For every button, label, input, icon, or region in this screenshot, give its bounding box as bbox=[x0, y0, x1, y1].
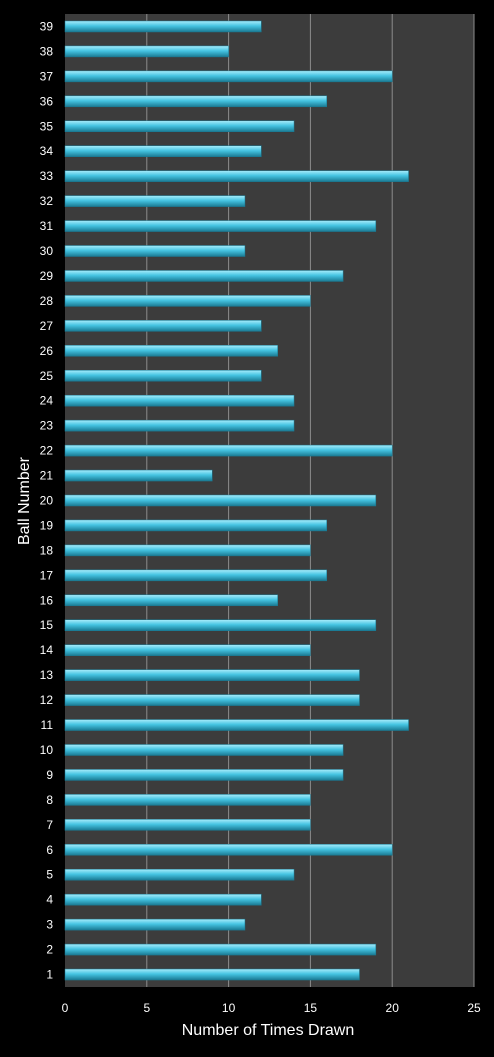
y-tick-label: 8 bbox=[46, 793, 53, 807]
bar-ball-33 bbox=[64, 170, 409, 182]
y-tick-label: 29 bbox=[40, 269, 54, 283]
y-tick-label: 12 bbox=[40, 693, 54, 707]
x-tick-label: 10 bbox=[222, 1001, 236, 1015]
bar-ball-17 bbox=[64, 569, 328, 582]
bar-ball-24 bbox=[64, 394, 295, 407]
bar-ball-29 bbox=[64, 270, 344, 282]
y-tick-label: 39 bbox=[40, 19, 54, 33]
y-tick-label: 11 bbox=[41, 718, 54, 732]
y-tick-label: 2 bbox=[46, 943, 53, 957]
bar-ball-18 bbox=[64, 544, 311, 557]
y-tick-label: 37 bbox=[40, 69, 54, 83]
bar-ball-25 bbox=[64, 370, 262, 382]
y-tick-label: 32 bbox=[40, 194, 54, 208]
bar-ball-3 bbox=[64, 918, 246, 931]
x-tick-label: 5 bbox=[143, 1001, 150, 1015]
y-tick-label: 9 bbox=[46, 768, 53, 782]
bar-ball-27 bbox=[64, 320, 262, 332]
y-tick-label: 34 bbox=[40, 144, 54, 158]
y-tick-label: 21 bbox=[40, 469, 54, 483]
y-tick-label: 19 bbox=[40, 518, 54, 532]
x-axis-tick-labels: 0 5 10 15 20 25 bbox=[62, 1001, 481, 1015]
bar-ball-35 bbox=[64, 120, 295, 133]
bar-ball-38 bbox=[64, 45, 229, 58]
bar-ball-1 bbox=[64, 968, 360, 981]
y-tick-label: 26 bbox=[40, 344, 54, 358]
bar-ball-12 bbox=[64, 694, 360, 706]
y-tick-label: 31 bbox=[40, 219, 54, 233]
y-tick-label: 33 bbox=[40, 169, 54, 183]
y-tick-label: 1 bbox=[46, 968, 53, 982]
bar-ball-21 bbox=[64, 469, 213, 482]
bar-ball-6 bbox=[64, 844, 393, 856]
x-axis-title: Number of Times Drawn bbox=[182, 1022, 355, 1039]
y-tick-label: 38 bbox=[40, 44, 54, 58]
bar-ball-26 bbox=[64, 345, 278, 357]
bar-ball-16 bbox=[64, 594, 278, 607]
x-tick-label: 25 bbox=[467, 1001, 481, 1015]
y-tick-label: 4 bbox=[46, 893, 53, 907]
y-tick-label: 22 bbox=[40, 444, 54, 458]
x-tick-label: 20 bbox=[386, 1001, 400, 1015]
y-tick-label: 7 bbox=[46, 818, 53, 832]
y-tick-label: 24 bbox=[40, 394, 54, 408]
bar-ball-37 bbox=[64, 70, 393, 83]
bar-ball-10 bbox=[64, 744, 344, 756]
y-tick-label: 27 bbox=[40, 319, 54, 333]
bar-ball-7 bbox=[64, 819, 311, 831]
x-tick-label: 0 bbox=[62, 1001, 69, 1015]
bar-ball-2 bbox=[64, 943, 377, 956]
x-tick-label: 15 bbox=[304, 1001, 318, 1015]
bar-ball-14 bbox=[64, 644, 311, 656]
y-tick-label: 14 bbox=[40, 643, 54, 657]
y-tick-label: 6 bbox=[46, 843, 53, 857]
bar-ball-36 bbox=[64, 95, 328, 108]
bar-ball-5 bbox=[64, 868, 295, 881]
y-tick-label: 28 bbox=[40, 294, 54, 308]
bar-ball-22 bbox=[64, 444, 393, 457]
bar-ball-4 bbox=[64, 893, 262, 906]
bar-ball-23 bbox=[64, 419, 295, 432]
bar-ball-30 bbox=[64, 245, 246, 257]
y-tick-label: 18 bbox=[40, 543, 54, 557]
bar-ball-13 bbox=[64, 669, 360, 681]
bar-ball-19 bbox=[64, 519, 328, 532]
y-tick-label: 16 bbox=[40, 593, 54, 607]
y-tick-label: 15 bbox=[40, 618, 54, 632]
y-tick-label: 20 bbox=[40, 494, 54, 508]
bar-ball-9 bbox=[64, 769, 344, 781]
y-tick-label: 17 bbox=[40, 568, 54, 582]
y-tick-label: 13 bbox=[40, 668, 54, 682]
y-tick-label: 5 bbox=[46, 868, 53, 882]
bar-ball-39 bbox=[64, 20, 262, 33]
bar-ball-34 bbox=[64, 145, 262, 157]
bar-ball-32 bbox=[64, 195, 246, 207]
y-tick-label: 30 bbox=[40, 244, 54, 258]
y-tick-label: 10 bbox=[40, 743, 54, 757]
y-tick-label: 3 bbox=[46, 918, 53, 932]
y-tick-label: 36 bbox=[40, 94, 54, 108]
bars bbox=[64, 20, 409, 981]
bar-ball-11 bbox=[64, 719, 409, 731]
y-tick-label: 25 bbox=[40, 369, 54, 383]
bar-ball-28 bbox=[64, 295, 311, 307]
bar-ball-8 bbox=[64, 794, 311, 806]
bar-ball-20 bbox=[64, 494, 377, 507]
y-tick-label: 35 bbox=[40, 119, 54, 133]
bar-ball-15 bbox=[64, 619, 377, 631]
y-axis-tick-labels: 1234567891011121314151617181920212223242… bbox=[40, 19, 54, 981]
y-axis-title: Ball Number bbox=[16, 456, 33, 545]
bar-ball-31 bbox=[64, 220, 377, 232]
y-tick-label: 23 bbox=[40, 419, 54, 433]
